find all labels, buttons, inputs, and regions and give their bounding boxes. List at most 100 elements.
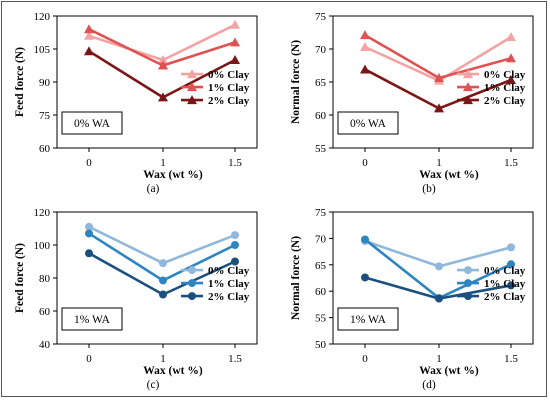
y-tick-label: 80 xyxy=(39,273,51,285)
panel-label: (d) xyxy=(422,379,436,391)
panel-label: (b) xyxy=(422,183,436,195)
legend-label: 0% Clay xyxy=(484,265,526,277)
data-point xyxy=(507,281,515,290)
annotation-label: 0% WA xyxy=(74,118,111,130)
y-tick-label: 70 xyxy=(315,233,327,245)
x-tick-label: 1.5 xyxy=(504,353,518,365)
y-tick-label: 100 xyxy=(34,240,51,252)
data-point xyxy=(506,75,516,85)
data-point xyxy=(230,55,240,64)
legend-swatch-marker xyxy=(187,69,197,79)
legend-swatch-marker xyxy=(464,279,472,288)
legend-label: 2% Clay xyxy=(208,95,250,107)
data-point xyxy=(158,60,168,70)
y-tick-label: 65 xyxy=(315,260,327,272)
y-tick-label: 60 xyxy=(315,286,327,298)
data-point xyxy=(230,37,240,47)
legend-swatch-marker xyxy=(187,82,197,92)
data-point xyxy=(84,46,94,56)
x-tick-label: 0 xyxy=(362,353,368,365)
chart-panel-0: 60 75 90 105 120 0 1 1.5 Wax (wt %) Feed force (N… xyxy=(14,11,258,195)
annotation-box xyxy=(337,111,399,135)
data-point xyxy=(435,294,443,303)
chart-panel-1: 55 60 65 70 75 0 1 1.5 Wax (wt %) Normal force (N… xyxy=(290,11,534,195)
data-point xyxy=(85,249,93,258)
legend-swatch-marker xyxy=(464,266,472,275)
data-point xyxy=(158,92,168,102)
x-axis-title: Wax (wt %) xyxy=(143,169,203,181)
data-point xyxy=(435,262,443,271)
data-point xyxy=(434,73,444,83)
data-point xyxy=(506,53,516,63)
data-point xyxy=(231,241,239,249)
x-axis-title: Wax (wt %) xyxy=(143,365,203,377)
data-point xyxy=(84,30,94,40)
y-tick-label: 90 xyxy=(39,77,51,89)
legend-label: 1% Clay xyxy=(484,278,526,290)
data-point xyxy=(361,235,369,244)
chart-panel-2: 40 60 80 100 120 0 1 1.5 Wax (wt %) Feed force (N… xyxy=(14,207,258,391)
legend-label: 0% Clay xyxy=(208,265,250,277)
y-tick-label: 50 xyxy=(315,339,327,351)
x-tick-label: 1 xyxy=(436,157,442,169)
legend-swatch-marker xyxy=(187,95,197,105)
legend-label: 2% Clay xyxy=(484,95,526,107)
data-point xyxy=(506,32,516,42)
y-tick-label: 60 xyxy=(315,110,327,122)
y-tick-label: 60 xyxy=(39,143,51,155)
legend-label: 1% Clay xyxy=(484,82,526,94)
y-axis-title: Normal force (N) xyxy=(290,236,302,320)
legend-label: 2% Clay xyxy=(208,291,250,303)
y-tick-label: 60 xyxy=(39,306,51,318)
data-point xyxy=(360,42,370,52)
legend-label: 1% Clay xyxy=(208,278,250,290)
legend-swatch-marker xyxy=(188,266,196,275)
y-axis-title: Feed force (N) xyxy=(14,243,26,313)
y-tick-label: 65 xyxy=(315,77,327,89)
data-point xyxy=(158,55,168,64)
y-tick-label: 70 xyxy=(315,44,327,56)
x-tick-label: 1.5 xyxy=(504,157,518,169)
panel-label: (a) xyxy=(147,183,160,195)
data-point xyxy=(434,103,444,113)
legend-label: 0% Clay xyxy=(484,69,526,81)
legend-label: 1% Clay xyxy=(208,82,250,94)
y-axis-title: Normal force (N) xyxy=(290,40,302,124)
data-point xyxy=(85,222,93,231)
annotation-label: 1% WA xyxy=(74,314,111,326)
y-tick-label: 55 xyxy=(315,313,327,325)
x-axis-title: Wax (wt %) xyxy=(419,169,479,181)
data-point xyxy=(159,259,167,268)
x-tick-label: 1 xyxy=(160,157,166,169)
data-point xyxy=(230,19,240,29)
x-axis-title: Wax (wt %) xyxy=(419,365,479,377)
annotation-box xyxy=(61,307,123,331)
data-point xyxy=(360,64,370,74)
data-point xyxy=(361,273,369,282)
y-tick-label: 120 xyxy=(34,207,51,219)
data-point xyxy=(231,231,239,240)
y-tick-label: 75 xyxy=(39,110,51,122)
y-axis-title: Feed force (N) xyxy=(14,47,26,117)
data-point xyxy=(84,24,94,34)
legend-label: 2% Clay xyxy=(484,291,526,303)
legend-label: 0% Clay xyxy=(208,69,250,81)
y-tick-label: 55 xyxy=(315,143,327,155)
x-tick-label: 0 xyxy=(362,157,368,169)
y-tick-label: 105 xyxy=(34,44,51,56)
legend-swatch-marker xyxy=(463,69,473,79)
x-tick-label: 0 xyxy=(86,353,92,365)
data-point xyxy=(159,276,167,285)
data-point xyxy=(507,260,515,269)
annotation-label: 0% WA xyxy=(350,118,387,130)
data-point xyxy=(507,243,515,252)
y-tick-label: 120 xyxy=(34,11,51,23)
y-tick-label: 75 xyxy=(315,207,327,219)
annotation-label: 1% WA xyxy=(350,314,387,326)
legend-swatch-marker xyxy=(188,279,196,288)
x-tick-label: 1 xyxy=(160,353,166,365)
data-point xyxy=(85,229,93,238)
annotation-box xyxy=(337,307,399,331)
